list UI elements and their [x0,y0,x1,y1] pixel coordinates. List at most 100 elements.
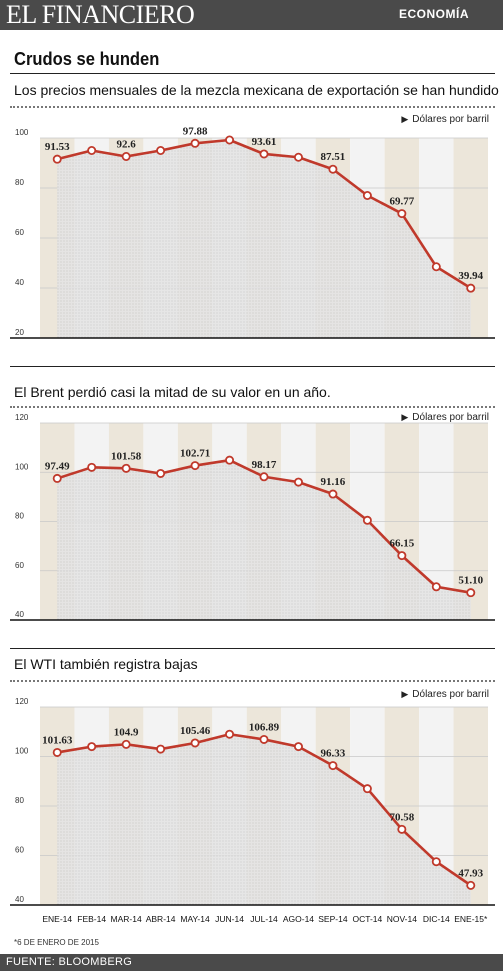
data-label: 92.6 [117,139,137,151]
x-tick-label: MAY-14 [180,914,210,924]
divider [10,680,495,682]
x-tick-label: FEB-14 [77,914,106,924]
data-point [362,515,372,525]
data-label: 97.49 [45,460,70,472]
data-point [190,461,200,471]
data-point [156,145,166,155]
title-divider [10,73,495,74]
data-label: 105.46 [180,725,211,737]
x-tick-label: SEP-14 [318,914,348,924]
y-tick-label: 80 [15,178,24,187]
data-label: 93.61 [252,136,277,148]
data-point [121,739,131,749]
data-label: 91.53 [45,141,70,153]
footnote: *6 DE ENERO DE 2015 [14,938,99,947]
x-tick-label: ENE-14 [42,914,72,924]
y-tick-label: 120 [15,697,29,706]
data-point [259,472,269,482]
play-icon: ▶ [401,689,409,699]
data-point [397,551,407,561]
area-fill [57,734,471,905]
y-tick-label: 100 [15,128,29,137]
unit-label: Dólares por barril [412,689,489,700]
y-tick-label: 80 [15,796,24,805]
area-fill [57,460,471,620]
data-point [87,462,97,472]
play-icon: ▶ [401,412,409,422]
data-label: 51.10 [458,575,483,587]
y-tick-label: 100 [15,747,29,756]
data-label: 101.63 [42,734,73,746]
chart-3-unit: ▶ Dólares por barril [401,689,489,700]
data-point [293,477,303,487]
x-tick-label: AGO-14 [283,914,314,924]
x-tick-label: DIC-14 [423,914,450,924]
y-tick-label: 60 [15,561,24,570]
data-point [362,784,372,794]
chart-1-unit: ▶ Dólares por barril [401,114,489,125]
x-tick-label: MAR-14 [111,914,142,924]
data-point [87,145,97,155]
data-label: 69.77 [389,196,414,208]
data-point [259,734,269,744]
data-label: 104.9 [114,726,139,738]
data-label: 96.33 [321,748,346,760]
y-tick-label: 60 [15,846,24,855]
data-point [466,283,476,293]
data-point [190,738,200,748]
data-label: 102.71 [180,448,210,460]
data-point [466,880,476,890]
logo: EL FINANCIERO [6,0,195,29]
y-tick-label: 100 [15,462,29,471]
data-point [328,164,338,174]
data-point [328,761,338,771]
data-point [466,588,476,598]
data-point [293,152,303,162]
data-point [52,747,62,757]
y-tick-label: 40 [15,895,24,904]
y-tick-label: 40 [15,278,24,287]
source-label: FUENTE: BLOOMBERG [6,956,133,968]
data-label: 47.93 [458,867,483,879]
chart-divider [10,648,495,649]
data-label: 106.89 [249,721,280,733]
data-point [52,154,62,164]
y-tick-label: 20 [15,328,24,337]
y-tick-label: 40 [15,610,24,619]
data-label: 87.51 [321,151,346,163]
footer-bar: FUENTE: BLOOMBERG [0,954,503,971]
data-point [397,824,407,834]
data-point [293,742,303,752]
data-point [225,729,235,739]
x-tick-label: OCT-14 [353,914,383,924]
data-point [225,455,235,465]
chart-1-subtitle: Los precios mensuales de la mezcla mexic… [14,82,499,98]
chart-3-subtitle: El WTI también registra bajas [14,656,198,672]
play-icon: ▶ [401,114,409,124]
header-bar: EL FINANCIERO ECONOMÍA [0,0,503,30]
chart-2-subtitle: El Brent perdió casi la mitad de su valo… [14,384,331,400]
x-tick-label: JUN-14 [215,914,244,924]
data-point [431,857,441,867]
area-fill [57,140,471,338]
y-tick-label: 60 [15,228,24,237]
data-point [121,463,131,473]
data-label: 97.88 [183,125,208,137]
data-label: 39.94 [458,270,483,282]
data-label: 91.16 [321,476,346,488]
unit-label: Dólares por barril [412,114,489,125]
data-label: 101.58 [111,450,142,462]
data-label: 66.15 [389,538,414,550]
data-label: 70.58 [389,811,414,823]
data-point [52,473,62,483]
x-tick-label: NOV-14 [387,914,418,924]
data-label: 98.17 [252,459,277,471]
data-point [397,209,407,219]
x-tick-label: ABR-14 [146,914,176,924]
data-point [156,744,166,754]
data-point [225,135,235,145]
chart-2-unit: ▶ Dólares por barril [401,412,489,423]
chart-divider [10,366,495,367]
page-title: Crudos se hunden [14,49,160,69]
